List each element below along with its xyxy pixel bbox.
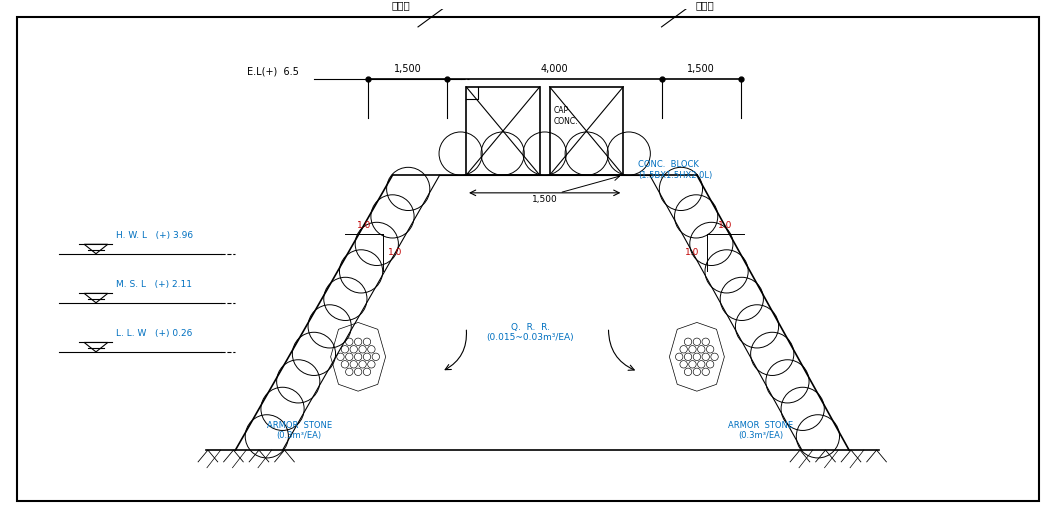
Text: L. L. W   (+) 0.26: L. L. W (+) 0.26 — [115, 329, 192, 338]
Text: ARMOR  STONE
(0.3m³/EA): ARMOR STONE (0.3m³/EA) — [729, 420, 793, 440]
Text: CAP
CONC.: CAP CONC. — [553, 106, 578, 126]
Text: E.L(+)  6.5: E.L(+) 6.5 — [247, 67, 299, 77]
Text: ARMOR  STONE
(0.3m³/EA): ARMOR STONE (0.3m³/EA) — [267, 420, 332, 440]
Text: 1,500: 1,500 — [687, 64, 715, 74]
Text: M. S. L   (+) 2.11: M. S. L (+) 2.11 — [115, 280, 191, 289]
Bar — [466, 87, 540, 175]
Text: 1,500: 1,500 — [394, 64, 421, 74]
Text: 1.0: 1.0 — [388, 248, 402, 257]
Text: 1.0: 1.0 — [718, 221, 733, 230]
Text: 4,000: 4,000 — [541, 64, 568, 74]
Text: 항외측: 항외측 — [392, 0, 410, 10]
Text: 1.0: 1.0 — [685, 248, 699, 257]
Text: Q.  R.  R.
(0.015~0.03m³/EA): Q. R. R. (0.015~0.03m³/EA) — [486, 323, 573, 342]
Text: 항내측: 항내측 — [696, 0, 715, 10]
Text: CONC.  BLOCK
(1.5BX1.5HX2.0L): CONC. BLOCK (1.5BX1.5HX2.0L) — [638, 160, 712, 180]
Text: H. W. L   (+) 3.96: H. W. L (+) 3.96 — [115, 231, 193, 240]
Text: 1.0: 1.0 — [357, 221, 372, 230]
Text: 1,500: 1,500 — [532, 195, 558, 204]
Bar — [549, 87, 623, 175]
